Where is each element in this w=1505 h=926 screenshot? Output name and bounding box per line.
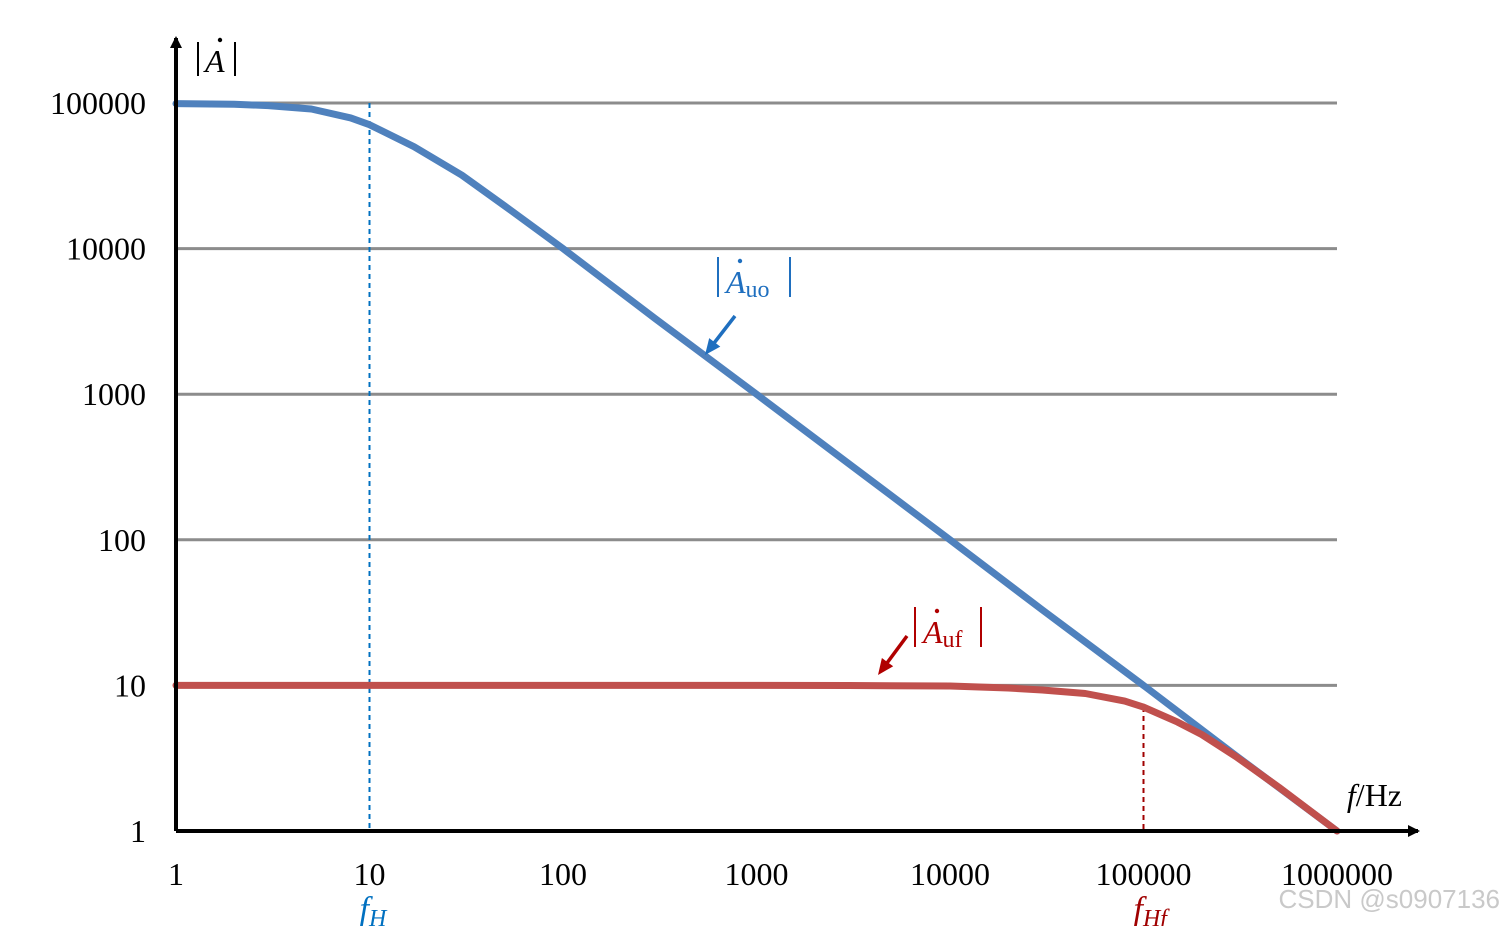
y-tick-label: 1000 <box>82 376 146 412</box>
series-line-auf <box>172 681 1341 835</box>
x-tick-label: 1 <box>168 856 184 892</box>
watermark: CSDN @s0907136 <box>1278 884 1500 914</box>
y-tick-label: 10 <box>114 667 146 703</box>
axis-labels: f/Hz A <box>197 37 1402 813</box>
x-tick-label: 100000 <box>1096 856 1192 892</box>
y-tick-label: 100000 <box>50 85 146 121</box>
x-tick-label: 100 <box>539 856 587 892</box>
series-label-text: Auf <box>921 614 963 653</box>
series-group <box>172 100 1341 835</box>
series-label-auo: Auo <box>705 257 791 355</box>
x-tick-label: 10000 <box>910 856 990 892</box>
x-tick-label: 1000000 <box>1281 856 1393 892</box>
dot-accent <box>934 608 940 614</box>
series-line-auo <box>172 100 1341 835</box>
annotation-arrow-head <box>878 658 894 675</box>
marker-guides <box>368 103 1145 831</box>
annotation-arrow-head <box>705 338 721 355</box>
x-axis-label: f/Hz <box>1347 777 1402 813</box>
annotation-arrow-shaft <box>882 634 909 669</box>
y-tick-label: 1 <box>130 813 146 849</box>
y-tick-label: 100 <box>98 522 146 558</box>
axes <box>170 36 1420 837</box>
series-label-text: Auo <box>724 264 770 303</box>
svg-text:A: A <box>203 43 225 79</box>
x-tick-label: 1000 <box>725 856 789 892</box>
marker-label: fH <box>360 891 388 926</box>
annotation-arrow-shaft <box>709 314 737 349</box>
series-annotations: Auo Auf <box>705 257 982 675</box>
y-axis-label: A <box>197 37 236 79</box>
marker-label: fHf <box>1134 891 1171 926</box>
tick-labels: 1 10 100 1000 10000 100000 1 10 100 1000 10000 1000… <box>50 85 1393 926</box>
dot-accent <box>737 258 743 264</box>
x-tick-label: 10 <box>354 856 386 892</box>
y-tick-label: 10000 <box>66 231 146 267</box>
series-label-auf: Auf <box>878 607 982 675</box>
